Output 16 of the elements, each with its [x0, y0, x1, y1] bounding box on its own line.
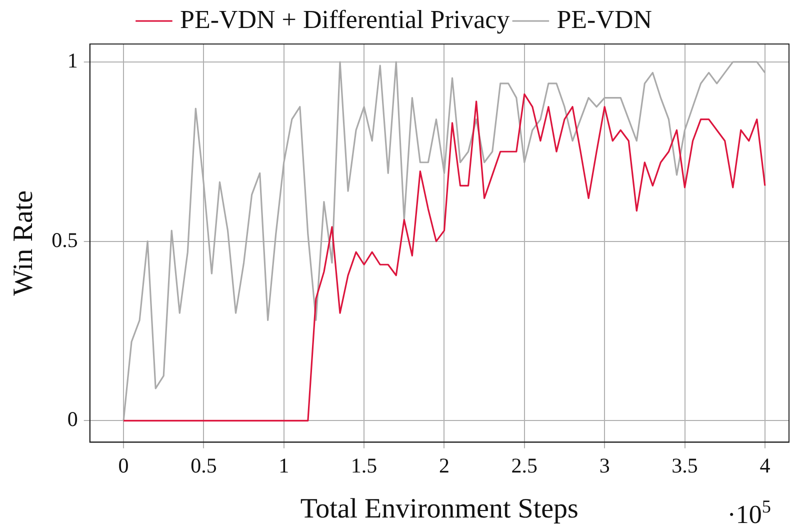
- x-tick-label: 2: [438, 453, 450, 478]
- legend-label: PE-VDN: [556, 4, 652, 34]
- x-tick-label: 0: [118, 453, 129, 478]
- x-tick-label: 2.5: [511, 453, 538, 478]
- x-axis-title: Total Environment Steps: [300, 494, 578, 525]
- y-tick-label: 0.5: [52, 228, 78, 252]
- legend-label: PE-VDN + Differential Privacy: [180, 4, 510, 34]
- x-tick-label: 3.5: [672, 453, 698, 478]
- x-tick-label: 4: [760, 453, 771, 478]
- x-tick-label: 0.5: [190, 453, 217, 478]
- x-tick-label: 1: [278, 453, 290, 478]
- y-tick-label: 0: [67, 407, 78, 432]
- y-axis-title: Win Rate: [8, 190, 40, 296]
- x-tick-label: 3: [599, 453, 610, 478]
- y-tick-label: 1: [67, 48, 78, 72]
- x-tick-label: 1.5: [350, 453, 378, 478]
